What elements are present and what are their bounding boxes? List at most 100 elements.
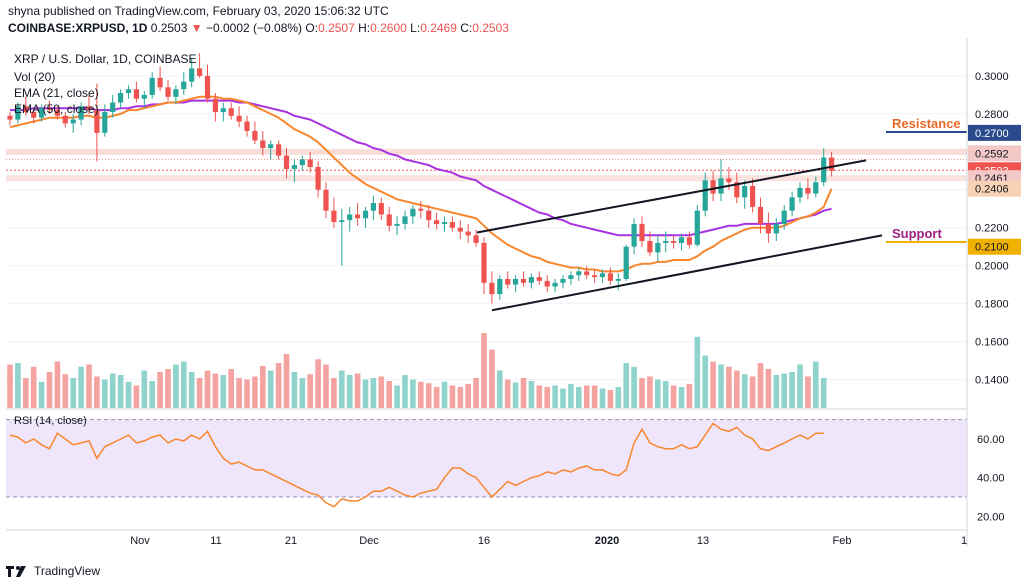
volume-bar [149, 381, 155, 408]
candle-body [125, 89, 132, 94]
volume-bar [23, 378, 29, 408]
volume-bar [647, 376, 653, 408]
candle-body [307, 159, 313, 168]
volume-bar [267, 370, 274, 408]
candle-body [718, 178, 724, 194]
volume-bar [615, 387, 622, 408]
candle-body [118, 93, 124, 103]
volume-bar [773, 375, 780, 408]
volume-bar [805, 376, 811, 408]
legend-title[interactable]: XRP / U.S. Dollar, 1D, COINBASE [14, 52, 197, 66]
volume-bar [46, 372, 53, 408]
change-value: −0.0002 (−0.08%) [205, 21, 303, 35]
volume-bar [109, 373, 116, 408]
volume-bar [694, 336, 701, 408]
volume-bar [481, 333, 487, 408]
volume-bar [433, 387, 440, 408]
candle-body [560, 278, 566, 283]
rsi-line [9, 422, 824, 508]
resistance-zone [6, 148, 967, 155]
volume-bar [394, 385, 400, 408]
volume-bar [323, 364, 329, 408]
candle-body [362, 210, 369, 219]
candle-body [734, 182, 740, 198]
candle-body [347, 214, 353, 221]
candle-body [576, 271, 582, 276]
legend-ema21[interactable]: EMA (21, close) [14, 86, 99, 100]
volume-bar [339, 370, 345, 408]
candle-body [94, 110, 100, 133]
price-label-support: 0.2100 [975, 242, 1009, 254]
candle-body [765, 223, 771, 234]
candle-body [394, 223, 400, 226]
candle-body [86, 106, 92, 111]
volume-bar [62, 374, 69, 408]
candle-body [418, 208, 424, 211]
candle-body [244, 121, 250, 131]
tradingview-logo[interactable]: TradingView [6, 564, 100, 578]
volume-bar [528, 381, 535, 408]
volume-bar [283, 354, 290, 408]
volume-bar [165, 369, 171, 408]
volume-bar [133, 385, 140, 408]
candle-body [260, 140, 266, 149]
volume-bar [370, 378, 377, 408]
support-annotation: Support [892, 226, 942, 241]
candle-body [78, 106, 84, 120]
candle-body [276, 144, 282, 156]
volume-bar [260, 366, 266, 408]
price-label-box-support [968, 238, 1021, 255]
candle-body [62, 115, 68, 124]
candle-body [70, 119, 76, 124]
volume-bar [236, 378, 242, 408]
volume-bar [576, 387, 582, 408]
candle-body [457, 227, 463, 232]
candle-body [639, 223, 645, 242]
candle-body [481, 242, 487, 283]
volume-bar [70, 378, 76, 408]
candle-body [568, 275, 574, 279]
candle-body [813, 182, 819, 194]
candle-body [165, 87, 171, 97]
open-label: O: [305, 21, 319, 35]
volume-bar [591, 385, 598, 408]
candle-body [821, 157, 827, 183]
volume-bar [512, 382, 519, 408]
ohlc-line: COINBASE:XRPUSD, 1D 0.2503 ▼ −0.0002 (−0… [8, 21, 509, 35]
candle-body [686, 237, 692, 245]
candle-body [829, 157, 835, 171]
candle-body [750, 186, 756, 207]
price-label-box-high [968, 145, 1021, 162]
candle-body [599, 273, 606, 278]
price-label-high: 0.2592 [975, 148, 1009, 160]
price-chart[interactable]: RSI (14, close)0.30000.28000.26000.24000… [0, 38, 1024, 558]
candle-body [663, 241, 669, 243]
candle-body [46, 108, 53, 111]
volume-bar [362, 379, 369, 408]
volume-bar [331, 378, 337, 408]
legend-volume[interactable]: Vol (20) [14, 70, 56, 84]
candle-body [473, 235, 479, 243]
time-tick-label: 11 [210, 535, 221, 547]
volume-bar [244, 379, 250, 408]
candle-body [323, 189, 329, 211]
volume-bar [813, 361, 819, 408]
volume-bar [552, 385, 558, 408]
candle-body [149, 77, 155, 95]
candle-body [584, 271, 590, 276]
candle-body [315, 167, 321, 190]
candle-body [513, 278, 519, 285]
volume-bar [489, 349, 495, 408]
volume-bar [726, 366, 732, 408]
candle-body [212, 98, 218, 112]
volume-bar [378, 376, 385, 408]
candle-body [228, 108, 234, 116]
volume-bar [418, 381, 424, 408]
open-value: 0.2507 [318, 21, 355, 35]
candle-body [449, 222, 455, 228]
price-tick-label: 0.1400 [975, 375, 1009, 387]
candle-body [655, 242, 661, 253]
candle-body [189, 68, 195, 82]
candle-body [204, 75, 211, 99]
legend-ema50[interactable]: EMA (50, close) [14, 102, 99, 116]
